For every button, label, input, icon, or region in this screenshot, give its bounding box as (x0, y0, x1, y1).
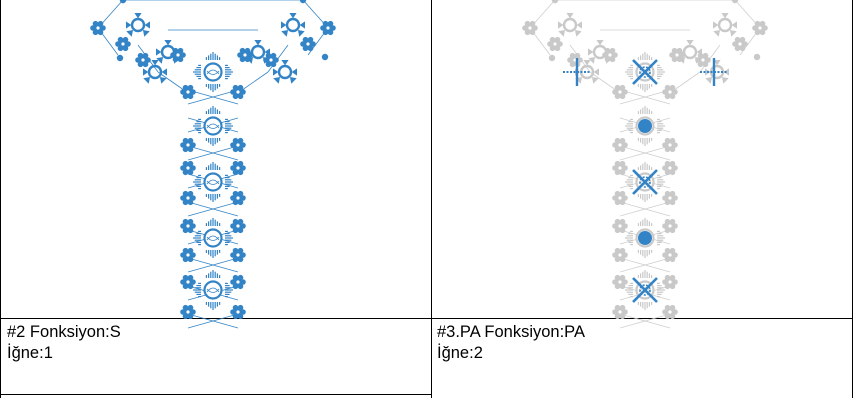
cross-mark-icon (632, 59, 658, 85)
flower-symbol (547, 36, 563, 52)
flower-symbol (669, 47, 685, 63)
flower-symbol (230, 304, 246, 320)
flower-symbol (752, 20, 768, 36)
flower-symbol (230, 274, 246, 290)
flower-symbol (180, 218, 196, 234)
ring-fan-symbol (281, 13, 305, 37)
flower-symbol (180, 274, 196, 290)
flower-symbol (662, 304, 678, 320)
caption-separator (0, 318, 853, 319)
node-dot (321, 53, 329, 61)
cell-caption-2-title: #3.PA Fonksiyon:PA (437, 323, 585, 341)
flower-symbol (180, 190, 196, 206)
cell-caption-1-needle: İğne:1 (7, 344, 53, 362)
node-dot (551, 0, 559, 4)
node-dot (299, 0, 307, 4)
flower-symbol (612, 274, 628, 290)
flower-symbol (612, 190, 628, 206)
middle-divider (431, 0, 432, 398)
ring-fan-symbol (558, 13, 582, 37)
flower-symbol (230, 160, 246, 176)
flower-symbol (662, 190, 678, 206)
plus-mark-icon (563, 58, 591, 86)
cross-mark-icon (632, 277, 658, 303)
flower-symbol (115, 36, 131, 52)
sunburst-symbol (193, 106, 233, 146)
cross-mark-icon (632, 169, 658, 195)
flower-symbol (230, 190, 246, 206)
node-dot (119, 0, 127, 4)
ring-fan-symbol (713, 13, 737, 37)
flower-symbol (662, 247, 678, 263)
flower-symbol (300, 36, 316, 52)
filled-circle-icon (638, 231, 652, 245)
flower-symbol (170, 47, 186, 63)
cell-caption-1-title: #2 Fonksiyon:S (7, 323, 121, 341)
node-dot (753, 53, 761, 61)
flower-symbol (180, 304, 196, 320)
pattern-diagram-right (522, 0, 768, 329)
flower-symbol (237, 47, 253, 63)
flower-symbol (180, 84, 196, 100)
flower-symbol (135, 52, 151, 68)
filled-circle-icon (638, 119, 652, 133)
flower-symbol (612, 137, 628, 153)
flower-symbol (320, 20, 336, 36)
flower-symbol (180, 160, 196, 176)
ring-fan-symbol (273, 60, 297, 84)
sunburst-symbol (193, 162, 233, 202)
flower-symbol (230, 247, 246, 263)
bottom-border-left (0, 394, 432, 395)
flower-symbol (180, 137, 196, 153)
flower-symbol (612, 160, 628, 176)
ring-fan-symbol (126, 13, 150, 37)
pattern-diagram-left (90, 0, 336, 329)
flower-symbol (90, 20, 106, 36)
flower-symbol (612, 247, 628, 263)
cell-caption-2-needle: İğne:2 (437, 344, 483, 362)
flower-symbol (263, 52, 279, 68)
node-dot (548, 54, 556, 62)
flower-symbol (612, 218, 628, 234)
flower-symbol (662, 84, 678, 100)
flower-symbol (230, 137, 246, 153)
ring-fan-symbol (143, 60, 167, 84)
left-border (0, 0, 1, 398)
flower-symbol (695, 52, 711, 68)
sunburst-symbol (193, 52, 233, 92)
node-dot (731, 0, 739, 4)
sunburst-symbol (193, 270, 233, 310)
node-dot (116, 54, 124, 62)
flower-symbol (732, 36, 748, 52)
flower-symbol (180, 247, 196, 263)
flower-symbol (567, 52, 583, 68)
flower-symbol (662, 137, 678, 153)
flower-symbol (612, 304, 628, 320)
flower-symbol (602, 47, 618, 63)
flower-symbol (662, 218, 678, 234)
flower-symbol (662, 274, 678, 290)
flower-symbol (230, 84, 246, 100)
flower-symbol (662, 160, 678, 176)
flower-symbol (522, 20, 538, 36)
flower-symbol (230, 218, 246, 234)
plus-mark-icon (700, 58, 728, 86)
sunburst-symbol (193, 218, 233, 258)
flower-symbol (612, 84, 628, 100)
